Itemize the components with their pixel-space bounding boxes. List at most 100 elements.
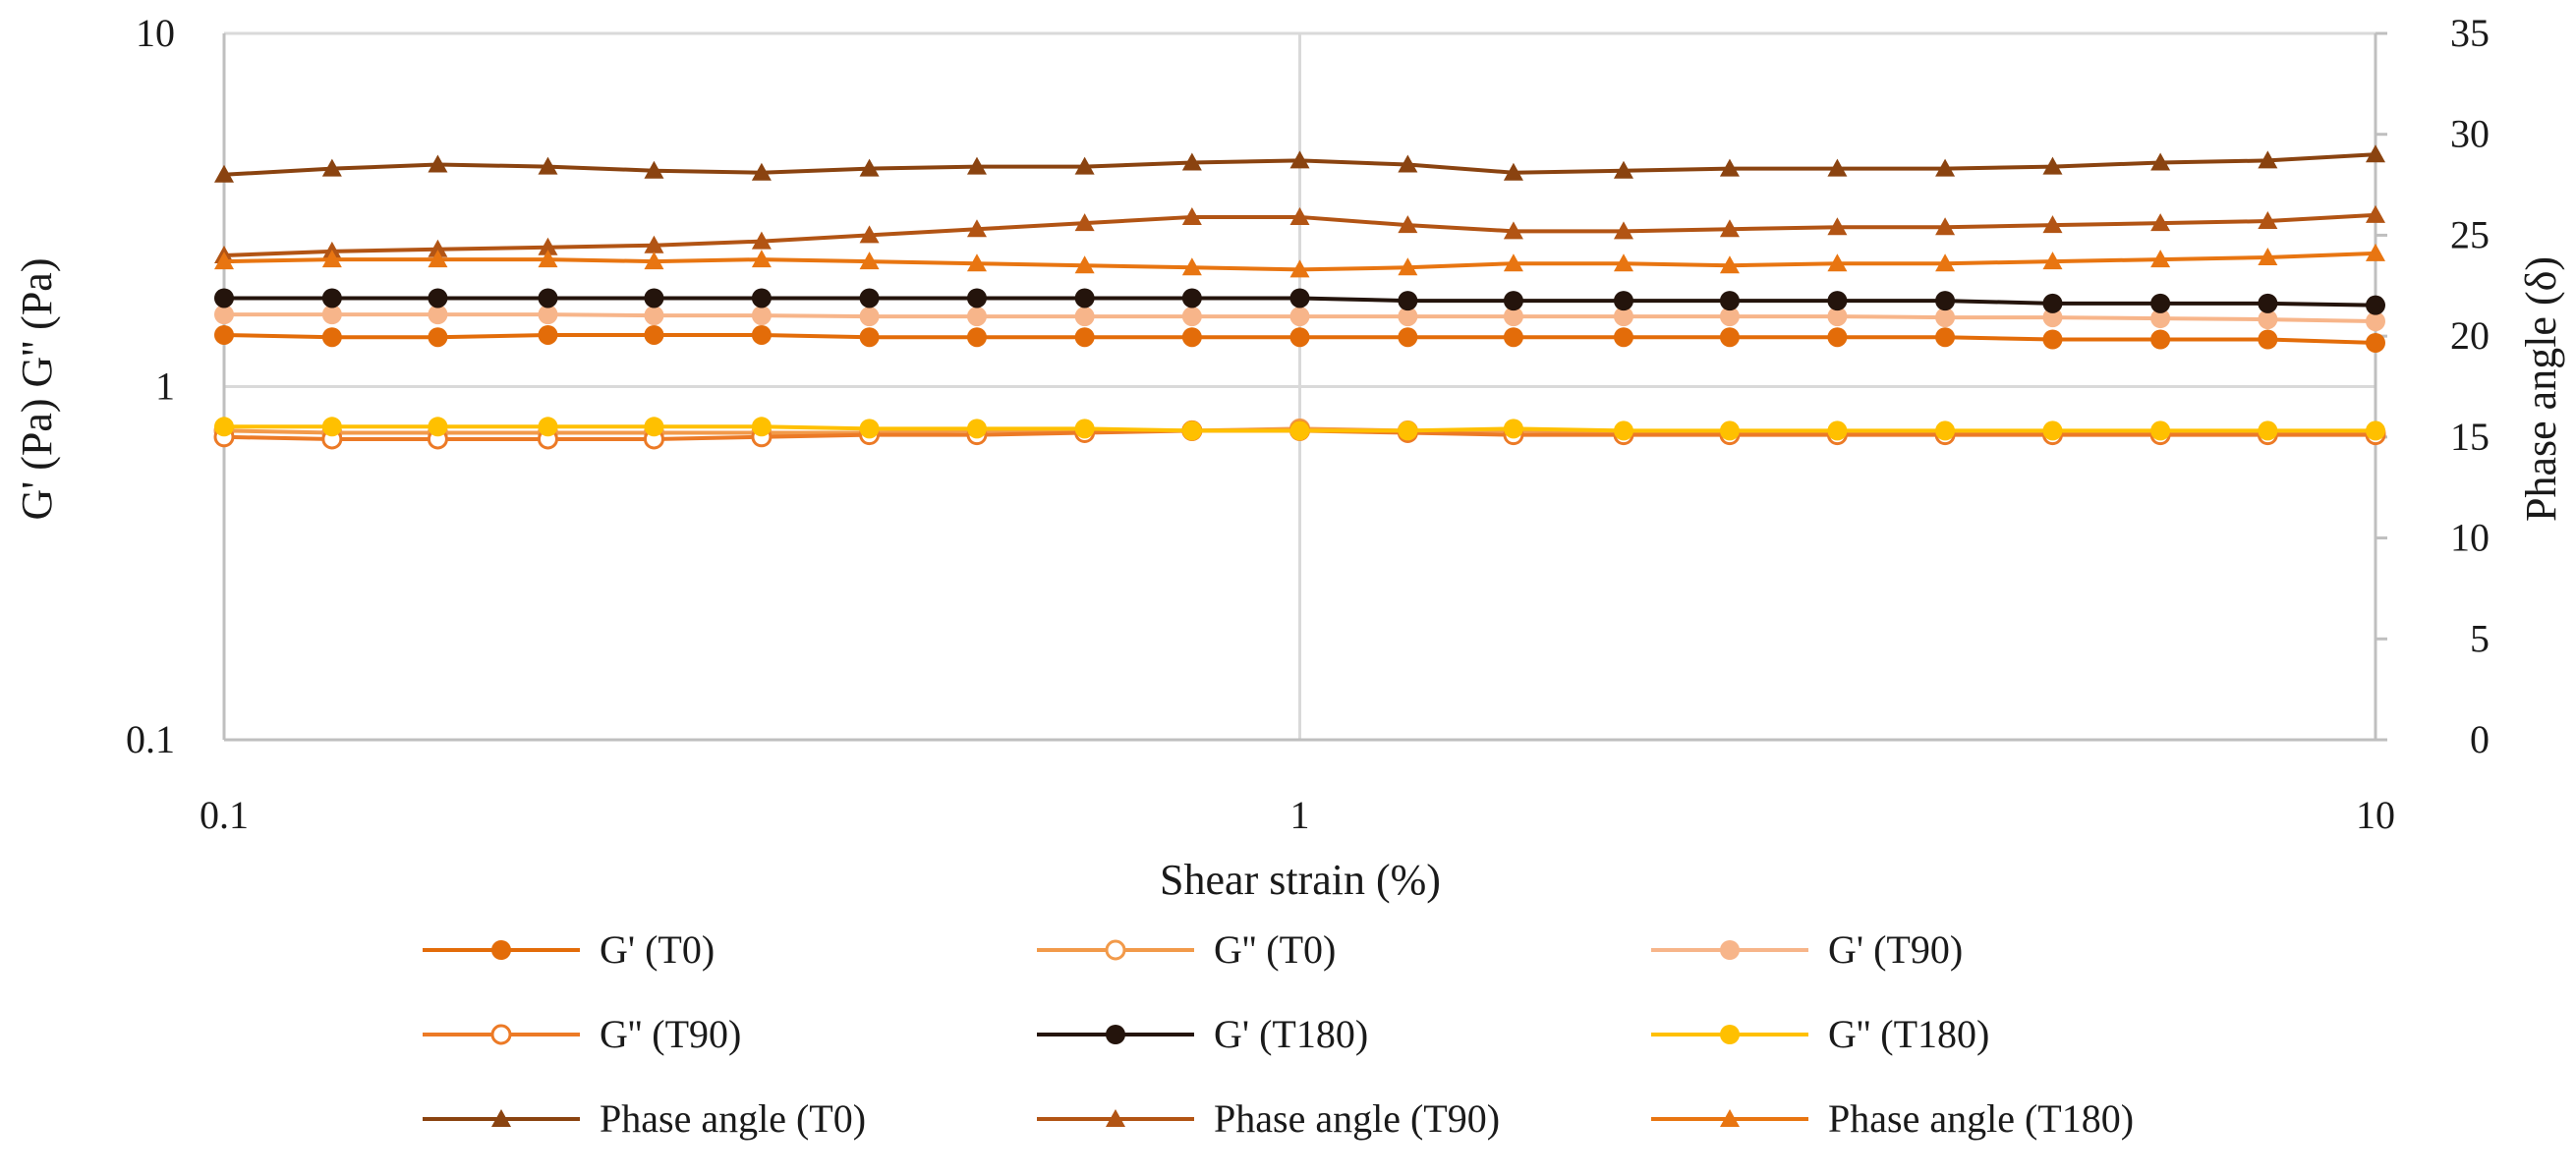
data-point: [1719, 420, 1740, 441]
data-point: [2258, 293, 2278, 313]
data-point: [428, 305, 448, 325]
legend-item: Phase angle (T90): [1037, 1096, 1500, 1141]
data-point: [2258, 329, 2278, 350]
data-point: [751, 324, 772, 345]
x-axis-title: Shear strain (%): [1160, 856, 1441, 904]
data-point: [1074, 288, 1095, 308]
data-point: [2042, 252, 2063, 270]
data-point: [2150, 308, 2171, 329]
grid: [222, 31, 2377, 742]
data-point: [966, 327, 987, 348]
data-point: [1613, 253, 1633, 272]
data-point: [644, 235, 664, 253]
data-point: [321, 250, 342, 268]
legend-label: Phase angle (T180): [1828, 1096, 2134, 1141]
data-point: [1827, 291, 1848, 311]
data-point: [644, 160, 664, 179]
data-point: [2042, 420, 2063, 441]
data-point: [428, 288, 448, 308]
data-point: [214, 252, 234, 270]
data-point: [1289, 420, 1310, 441]
data-point: [966, 288, 987, 308]
data-point: [2366, 243, 2385, 261]
data-point: [859, 252, 880, 270]
data-point: [1503, 307, 1523, 327]
data-point: [1074, 327, 1095, 348]
data-point: [1181, 307, 1202, 327]
data-point: [1398, 291, 1418, 311]
data-point: [1289, 259, 1310, 278]
data-point: [321, 158, 342, 177]
data-point: [2366, 144, 2385, 163]
data-point: [1181, 206, 1202, 225]
data-point: [1289, 150, 1310, 169]
data-point: [1719, 327, 1740, 348]
data-point: [1503, 221, 1523, 240]
data-point: [1827, 327, 1848, 348]
legend-swatch-marker: [1720, 1109, 1740, 1127]
data-point: [214, 305, 234, 325]
data-point: [2150, 293, 2171, 313]
legend-label: G'' (T180): [1828, 1012, 1989, 1056]
data-point: [1719, 219, 1740, 238]
series-6: [214, 144, 2385, 183]
series-8: [214, 243, 2385, 278]
legend-item: Phase angle (T0): [423, 1096, 866, 1141]
data-point: [1827, 420, 1848, 441]
data-point: [321, 305, 342, 325]
data-point: [1398, 327, 1418, 348]
data-point: [538, 324, 558, 345]
data-point: [1503, 162, 1523, 181]
y2-tick-label: 25: [2450, 212, 2490, 256]
legend-item: G'' (T0): [1037, 927, 1336, 972]
legend-item: G' (T0): [423, 927, 715, 972]
legend-swatch-marker: [1105, 939, 1126, 961]
data-point: [966, 219, 987, 238]
data-point: [214, 324, 234, 345]
legend-item: Phase angle (T180): [1651, 1096, 2134, 1141]
data-point: [214, 417, 234, 437]
data-point: [859, 158, 880, 177]
data-point: [1289, 327, 1310, 348]
data-point: [1503, 253, 1523, 272]
data-point: [2150, 329, 2171, 350]
data-point: [1719, 291, 1740, 311]
data-point: [2042, 308, 2063, 328]
data-point: [1613, 291, 1633, 311]
data-point: [1503, 419, 1523, 439]
x-tick-label: 10: [2356, 793, 2395, 837]
data-point: [1827, 253, 1848, 272]
data-point: [1074, 255, 1095, 274]
y-axis-title: G' (Pa) G'' (Pa): [13, 258, 61, 521]
data-point: [1827, 158, 1848, 177]
y2-tick-label: 0: [2470, 717, 2490, 761]
series-layer: [213, 144, 2386, 450]
data-point: [1398, 420, 1418, 441]
data-point: [1074, 156, 1095, 175]
legend-label: G' (T90): [1828, 927, 1963, 972]
data-point: [1935, 158, 1956, 177]
data-point: [859, 288, 880, 308]
data-point: [966, 253, 987, 272]
data-point: [859, 225, 880, 244]
data-point: [751, 288, 772, 308]
data-point: [2042, 156, 2063, 175]
legend-item: G' (T90): [1651, 927, 1963, 972]
data-point: [214, 288, 234, 308]
data-point: [1613, 221, 1633, 240]
data-point: [1935, 291, 1956, 311]
data-point: [1613, 307, 1633, 327]
data-point: [321, 417, 342, 437]
data-point: [1074, 307, 1095, 327]
y-tick-label: 0.1: [126, 717, 175, 761]
data-point: [966, 307, 987, 327]
data-point: [644, 288, 664, 308]
data-point: [428, 417, 448, 437]
data-point: [1181, 327, 1202, 348]
data-point: [1613, 327, 1633, 348]
data-point: [428, 250, 448, 268]
tick-labels: 0.1 1 10 0.1 1 10 0 5 10 15 20 25 30 35: [126, 11, 2490, 837]
data-point: [321, 288, 342, 308]
data-point: [751, 417, 772, 437]
data-point: [1719, 158, 1740, 177]
